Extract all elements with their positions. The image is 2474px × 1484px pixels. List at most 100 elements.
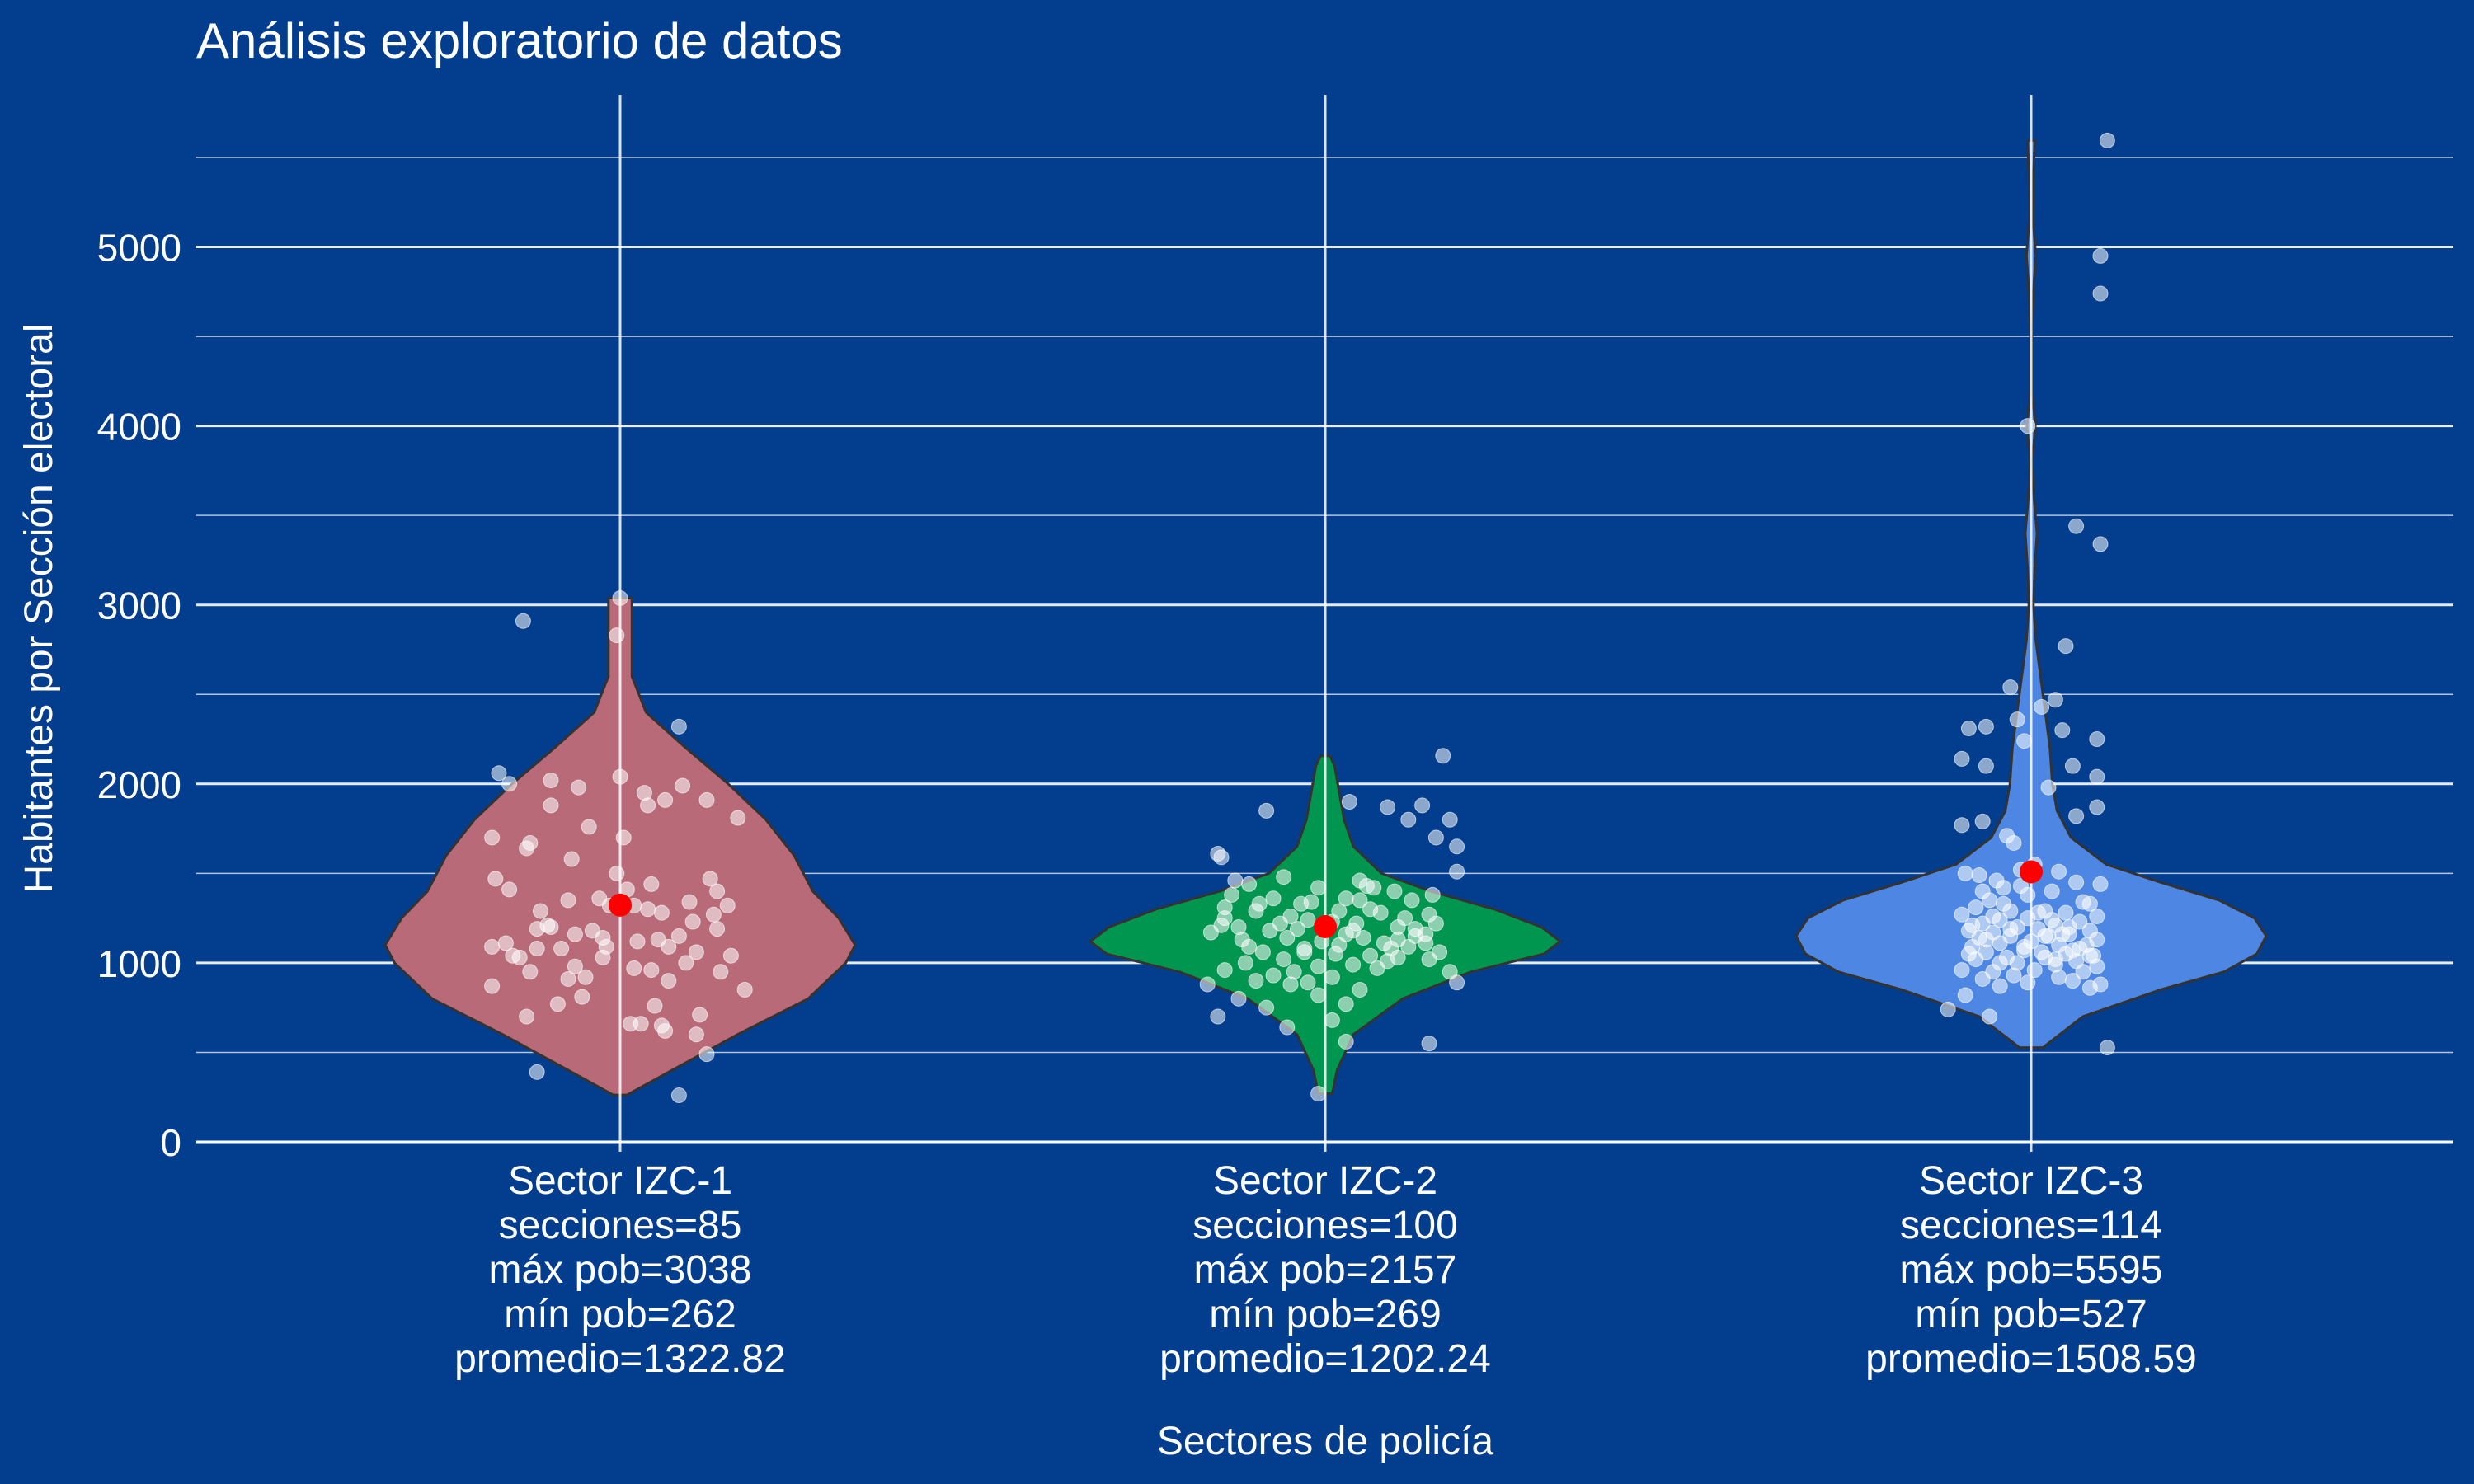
- data-point: [692, 1007, 708, 1023]
- mean-layer: [609, 860, 2043, 939]
- data-point: [1427, 829, 1444, 846]
- y-tick-label: 4000: [97, 406, 181, 448]
- data-point: [567, 926, 583, 942]
- data-point: [501, 776, 518, 792]
- data-point: [688, 944, 704, 960]
- data-point: [709, 883, 726, 899]
- data-point: [1241, 876, 1258, 892]
- data-point: [1279, 1019, 1296, 1036]
- data-point: [2064, 942, 2081, 959]
- x-tick-label-line: mín pob=269: [1209, 1293, 1442, 1336]
- mean-marker: [2020, 860, 2043, 884]
- data-point: [1234, 932, 1250, 948]
- data-point: [2026, 962, 2043, 979]
- data-point: [2006, 834, 2022, 851]
- data-point: [1210, 1008, 1226, 1025]
- data-point: [2006, 967, 2022, 984]
- data-point: [1978, 758, 1994, 774]
- data-point: [629, 933, 646, 950]
- points-layer: [484, 132, 2115, 1104]
- data-point: [2020, 418, 2036, 434]
- data-point: [2086, 947, 2102, 964]
- data-point: [2058, 904, 2074, 921]
- data-point: [501, 881, 518, 898]
- data-point: [1954, 817, 1970, 834]
- data-point: [643, 876, 660, 892]
- data-point: [675, 777, 691, 794]
- data-point: [2089, 799, 2105, 815]
- data-point: [1985, 908, 2001, 924]
- data-point: [702, 871, 718, 887]
- data-point: [1248, 973, 1264, 989]
- data-point: [1982, 1008, 1998, 1025]
- mean-marker: [609, 893, 632, 917]
- data-point: [688, 1026, 704, 1043]
- data-point: [1310, 880, 1327, 896]
- data-point: [1995, 895, 2011, 912]
- data-point: [657, 1022, 674, 1039]
- data-point: [1352, 892, 1368, 909]
- data-point: [584, 923, 600, 939]
- data-point: [1282, 976, 1299, 993]
- data-point: [670, 928, 687, 944]
- data-point: [1971, 867, 1987, 884]
- y-tick-label: 0: [160, 1121, 181, 1164]
- data-point: [2044, 912, 2060, 928]
- data-point: [2092, 536, 2109, 552]
- data-point: [1202, 924, 1219, 941]
- data-point: [730, 810, 746, 826]
- data-point: [612, 768, 628, 785]
- data-point: [640, 797, 656, 814]
- data-point: [626, 960, 642, 976]
- data-point: [560, 970, 576, 987]
- data-point: [2054, 722, 2071, 739]
- data-point: [2051, 969, 2067, 985]
- data-point: [532, 903, 548, 919]
- data-point: [653, 904, 670, 921]
- y-tick-label: 2000: [97, 763, 181, 806]
- x-tick-label-line: Sector IZC-1: [508, 1159, 732, 1203]
- data-point: [519, 1008, 535, 1025]
- data-point: [1974, 970, 1991, 987]
- data-point: [1397, 910, 1413, 927]
- data-point: [1957, 865, 1973, 881]
- data-point: [1345, 956, 1362, 973]
- data-point: [1279, 930, 1296, 946]
- y-axis-label: Habitantes por Sección electoral: [17, 323, 61, 893]
- data-point: [1258, 802, 1275, 819]
- data-point: [1272, 915, 1288, 932]
- data-point: [2040, 779, 2057, 796]
- data-point: [567, 958, 583, 974]
- data-point: [1974, 813, 1991, 829]
- data-point: [549, 996, 566, 1012]
- data-point: [1954, 750, 1970, 767]
- data-point: [577, 969, 594, 985]
- data-point: [1276, 951, 1292, 968]
- data-point: [484, 829, 501, 846]
- data-point: [595, 949, 611, 965]
- data-point: [713, 964, 729, 980]
- data-point: [681, 894, 698, 910]
- data-point: [1310, 958, 1327, 974]
- data-point: [2081, 979, 2098, 996]
- data-point: [612, 589, 628, 606]
- data-point: [1254, 944, 1271, 960]
- data-point: [2034, 698, 2050, 715]
- data-point: [1324, 969, 1340, 985]
- data-point: [2037, 928, 2053, 944]
- data-point: [1940, 1001, 1956, 1017]
- data-point: [2068, 518, 2085, 534]
- x-tick-label: Sector IZC-3 secciones=114 máx pob=5595 mín…: [1865, 1159, 2197, 1381]
- data-point: [2020, 974, 2036, 991]
- data-point: [574, 989, 590, 1005]
- data-point: [2016, 938, 2033, 955]
- data-point: [1331, 903, 1348, 919]
- data-point: [1224, 886, 1240, 903]
- data-point: [1276, 869, 1292, 885]
- data-point: [1300, 912, 1316, 928]
- data-point: [1341, 794, 1357, 810]
- data-point: [1227, 872, 1244, 889]
- data-point: [1338, 1033, 1354, 1050]
